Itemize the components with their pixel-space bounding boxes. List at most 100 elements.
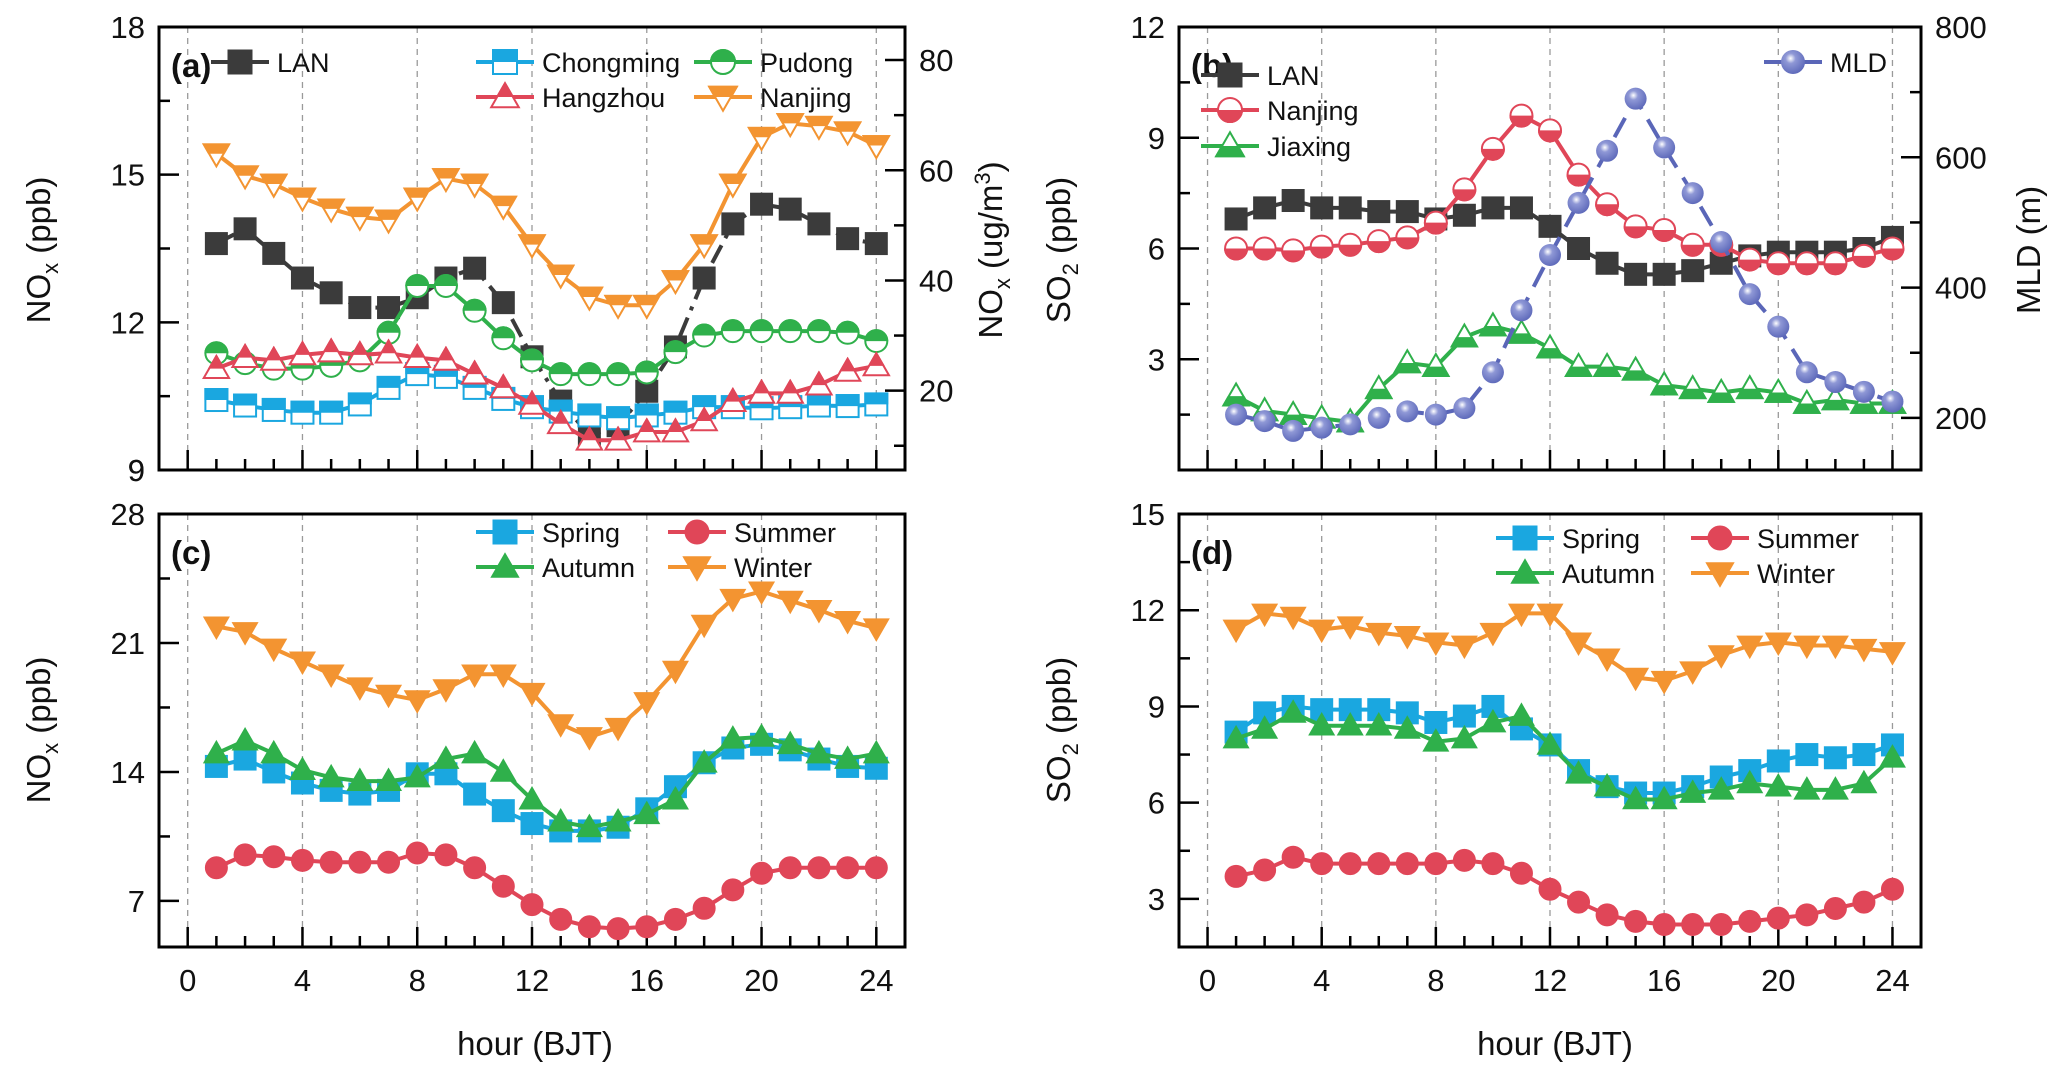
data-point-fill [861, 135, 891, 146]
y-tick-label: 6 [1148, 786, 1165, 821]
x-tick-label: 24 [859, 963, 893, 998]
legend-item: Autumn [1496, 558, 1655, 589]
data-point [690, 614, 718, 639]
data-point [778, 197, 802, 221]
data-point [1509, 196, 1533, 220]
data-point [1593, 648, 1621, 672]
data-point [1738, 909, 1762, 933]
legend-item: Spring [476, 518, 620, 548]
data-point [233, 747, 257, 771]
data-point-fill [1680, 244, 1705, 257]
series-summer [1224, 845, 1904, 937]
series-autumn [1222, 699, 1906, 810]
data-point [1539, 244, 1561, 267]
data-point [1253, 858, 1277, 882]
data-point-fill [520, 348, 544, 361]
data-point-fill [580, 425, 598, 441]
data-point [575, 813, 603, 838]
data-point [663, 907, 687, 931]
data-point-fill [1281, 250, 1306, 263]
legend-label: MLD [1830, 48, 1887, 78]
data-point-fill [1737, 259, 1762, 272]
legend-item: LAN [1201, 61, 1320, 91]
data-point [1622, 785, 1650, 810]
data-point-fill [1880, 248, 1905, 261]
legend-marker [682, 556, 712, 582]
data-point [1308, 712, 1336, 736]
data-point-fill [1423, 222, 1448, 235]
data-point-fill [204, 341, 229, 354]
data-point-fill [864, 392, 889, 405]
x-tick-label: 20 [744, 963, 778, 998]
data-point [1338, 852, 1362, 876]
legend-item: Pudong [694, 48, 853, 78]
legend-marker [490, 552, 520, 578]
legend-marker [1217, 62, 1243, 88]
y-tick-label: 9 [1148, 121, 1165, 156]
data-point-fill [462, 298, 487, 311]
data-point [231, 726, 259, 751]
data-point-fill [202, 143, 231, 154]
panel-d-ylabel: SO2 (ppb) [1040, 657, 1083, 803]
panel-b-ylabel: SO2 (ppb) [1040, 177, 1083, 323]
data-point [262, 241, 286, 265]
data-point [1253, 196, 1277, 220]
data-point [1565, 760, 1593, 784]
data-point [348, 850, 372, 874]
legend-label: Jiaxing [1267, 132, 1351, 162]
data-point [661, 660, 689, 685]
data-point-fill [1395, 237, 1420, 250]
data-point [518, 682, 546, 707]
data-point [346, 767, 374, 792]
data-point [1396, 400, 1419, 423]
data-point [577, 915, 601, 939]
data-point-fill [204, 388, 229, 401]
data-point [1367, 406, 1390, 429]
data-point [721, 212, 745, 236]
data-point-fill [405, 273, 430, 286]
data-point [1281, 845, 1305, 869]
x-tick-label: 16 [630, 963, 664, 998]
data-point-fill [1652, 230, 1677, 243]
data-point [461, 664, 489, 688]
legend-marker-fill [1214, 146, 1246, 158]
panel-c-xlabel: hour (BJT) [457, 1025, 613, 1062]
data-point-fill [609, 425, 627, 441]
data-point [1823, 897, 1847, 921]
data-point [1251, 715, 1279, 739]
data-point [1450, 724, 1478, 749]
data-point-fill [638, 417, 656, 432]
data-point-fill [867, 351, 885, 366]
data-point-fill [606, 406, 631, 419]
y-tick-label: 6 [1148, 232, 1165, 267]
y2-tick-label: 400 [1935, 271, 1987, 306]
series-nanjing [1224, 103, 1905, 276]
data-point [836, 856, 860, 880]
data-point-fill [1392, 362, 1422, 374]
data-point-fill [1509, 115, 1534, 128]
data-point-fill [523, 390, 541, 405]
data-point [1538, 214, 1562, 238]
data-point [1224, 207, 1248, 231]
data-point [1281, 189, 1305, 213]
data-point [233, 843, 257, 867]
data-point [1709, 913, 1733, 937]
data-point-fill [1595, 204, 1620, 217]
data-point [1450, 635, 1478, 660]
data-point [1624, 262, 1648, 286]
data-point [1821, 776, 1849, 800]
data-point [348, 296, 372, 320]
data-point-fill [695, 406, 713, 421]
data-point [1652, 913, 1676, 937]
data-point [1565, 632, 1593, 656]
data-point-fill [466, 359, 484, 375]
data-point-fill [1823, 263, 1848, 276]
data-point [1279, 699, 1307, 723]
data-point [461, 739, 489, 764]
series-line [1234, 704, 1894, 796]
panel-c: 0 4 8 12 16 20 24 7 14 21 28 (c) Spring Summer Autumn W… [111, 497, 907, 998]
data-point-fill [1621, 370, 1650, 381]
data-point [1424, 403, 1447, 426]
data-point [319, 850, 343, 874]
data-point [633, 800, 661, 825]
